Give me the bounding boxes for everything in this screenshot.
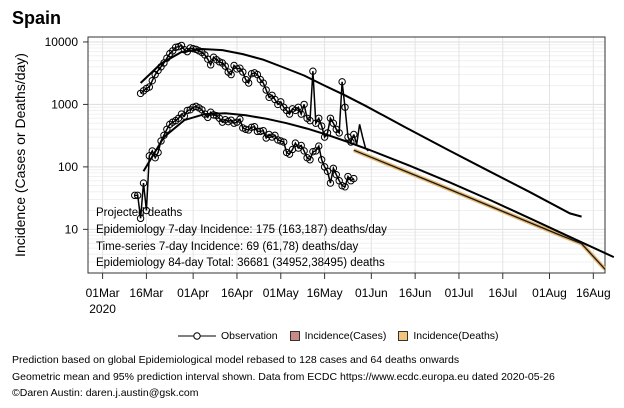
cases-observed-point (227, 70, 235, 79)
legend: Observation Incidence(Cases) Incidence(D… (178, 330, 505, 342)
x-year-label: 2020 (89, 302, 116, 316)
deaths-observed-point (323, 167, 332, 175)
deaths-observed-point (315, 142, 323, 150)
deaths-observed-point (309, 147, 317, 156)
cases-observed-point (244, 79, 253, 87)
footnote-author: ©Daren Austin: daren.j.austin@gsk.com (12, 387, 199, 399)
cases-observed-point (335, 129, 343, 137)
cases-observed-point (221, 62, 229, 70)
deaths-observed-point (256, 127, 265, 136)
deaths-model-line (142, 112, 615, 259)
plot-frame (87, 36, 606, 274)
legend-label-deaths: Incidence(Deaths) (413, 330, 499, 342)
cases-observed-point (262, 86, 270, 94)
cases-observed-point (239, 68, 247, 76)
observation-marker-icon (178, 332, 216, 340)
cases-observed-point (350, 130, 358, 139)
cases-observed-point (341, 103, 349, 111)
legend-item-deaths: Incidence(Deaths) (398, 330, 499, 342)
deaths-observed-point (332, 170, 340, 179)
axes: 10 100 1000 10000 01Mar 16Mar 01Apr 16Apr 01May 1… (45, 35, 611, 316)
deaths-observed-point (142, 206, 151, 215)
cases-observed-line (140, 44, 355, 144)
deaths-observed-point (136, 214, 145, 223)
deaths-observed-point (139, 179, 148, 187)
deaths-observed-point (350, 174, 358, 183)
deaths-observed-point (133, 191, 142, 200)
chart-title: Spain (12, 8, 62, 28)
cases-observed-point (294, 103, 303, 111)
legend-label-observation: Observation (221, 330, 278, 342)
deaths-projection-band (353, 148, 607, 271)
deaths-observed-point (157, 137, 165, 145)
y-axis-label: Incidence (Cases or Deaths/day) (12, 53, 28, 257)
annotation-line-1: Epidemiology 7-day Incidence: 175 (163,1… (96, 224, 387, 236)
deaths-observed-point (183, 106, 192, 115)
deaths-observed-point (131, 191, 139, 200)
grid (88, 37, 605, 274)
cases-observed-point (315, 114, 323, 122)
deaths-observed-point (306, 156, 314, 164)
cases-observed-point (259, 79, 267, 87)
cases-observed-point (206, 61, 215, 69)
legend-item-observation: Observation (178, 330, 278, 342)
deaths-observed-point (341, 183, 349, 191)
x-tick-label: 16Jul (488, 286, 517, 300)
x-tick-label: 01May (263, 286, 299, 300)
x-tick-label: 16Jun (399, 286, 432, 300)
cases-observed-point (329, 119, 338, 127)
cases-observed-point (309, 67, 317, 75)
series-layer (131, 41, 615, 271)
deaths-observed-point (259, 126, 267, 135)
y-tick-label: 10000 (45, 35, 79, 49)
x-tick-label: 16Mar (129, 286, 163, 300)
annotation-heading: Projected deaths (96, 207, 183, 219)
cases-observed-point (338, 78, 346, 86)
deaths-observed-point (329, 164, 338, 172)
deaths-swatch-icon (398, 331, 409, 341)
x-tick-label: 16Apr (221, 286, 253, 300)
y-tick-label: 1000 (51, 97, 78, 111)
legend-label-cases: Incidence(Cases) (304, 330, 387, 342)
deaths-observed-point (326, 179, 335, 187)
deaths-observed-point (300, 147, 308, 155)
cases-observed-point (148, 76, 156, 85)
deaths-observed-point (253, 127, 262, 136)
cases-model-line (139, 47, 582, 218)
x-tick-label: 16Aug (576, 286, 611, 300)
annotation-line-2: Time-series 7-day Incidence: 69 (61,78) … (96, 241, 359, 253)
x-tick-label: 01Apr (177, 286, 209, 300)
deaths-observed-point (280, 138, 288, 146)
footnote-model: Prediction based on global Epidemiologic… (12, 354, 460, 366)
cases-swatch-icon (289, 331, 300, 341)
annotation-line-3: Epidemiology 84-day Total: 36681 (34952,… (96, 257, 385, 269)
deaths-observed-point (236, 115, 244, 123)
cases-observed-point (317, 122, 326, 130)
deaths-observed-point (189, 103, 197, 111)
cases-observed-point (297, 110, 305, 118)
deaths-projection-line (353, 149, 606, 270)
x-tick-label: 01Jul (445, 286, 474, 300)
legend-item-cases: Incidence(Cases) (289, 330, 387, 342)
footnote-source: Geometric mean and 95% prediction interv… (12, 371, 555, 383)
x-tick-label: 01Aug (532, 286, 567, 300)
x-tick-label: 01Mar (86, 286, 120, 300)
deaths-observed-point (317, 156, 326, 164)
x-tick-label: 16May (307, 286, 343, 300)
deaths-observed-point (247, 123, 256, 132)
y-tick-label: 10 (65, 222, 79, 236)
cases-observed-point (300, 100, 308, 109)
x-tick-label: 01Jun (355, 286, 388, 300)
cases-observed-point (233, 65, 241, 73)
y-tick-label: 100 (58, 160, 78, 174)
cases-observed-point (145, 83, 154, 91)
